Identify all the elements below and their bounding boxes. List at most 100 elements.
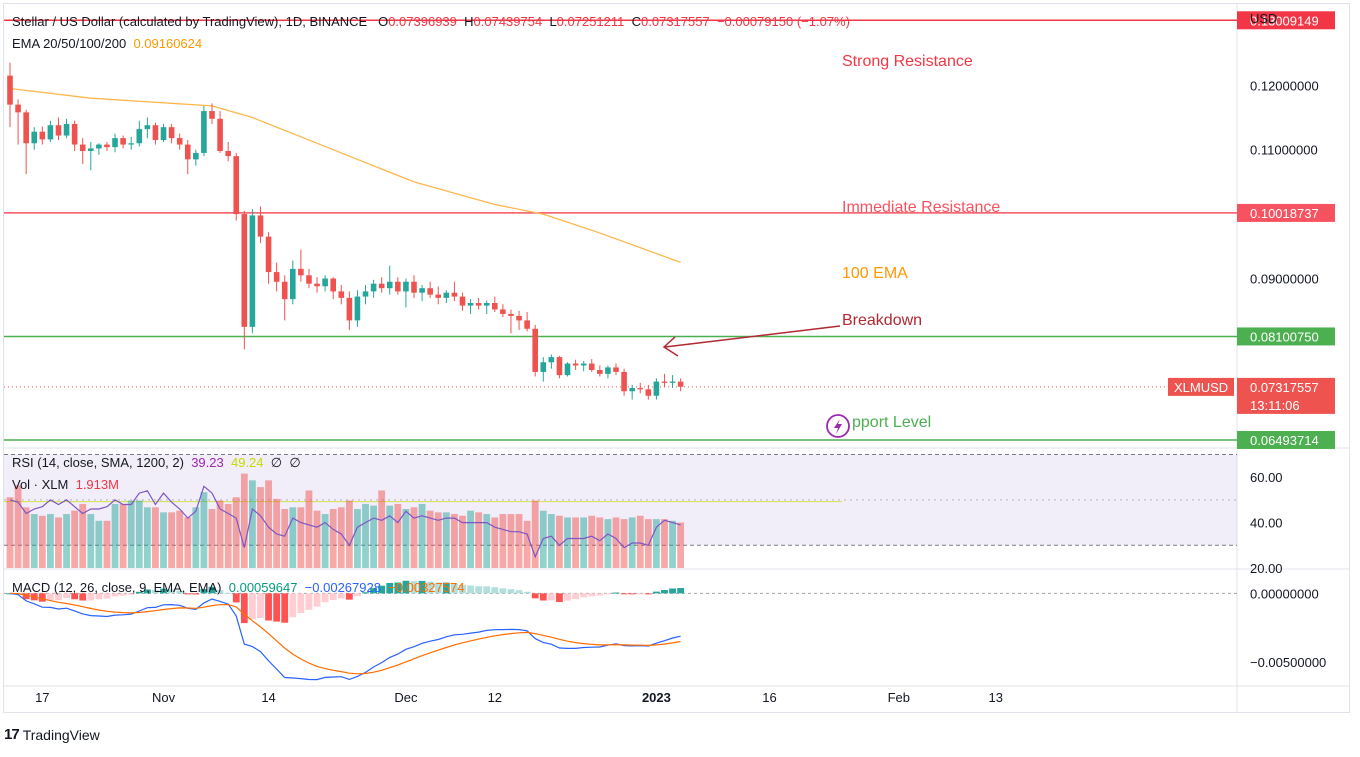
candle-body (370, 283, 377, 292)
candle-body (637, 388, 644, 390)
breakdown-annotation[interactable]: Breakdown (842, 312, 923, 329)
open-label: O (378, 14, 389, 29)
candle-body (265, 236, 272, 273)
support-level-annotation[interactable]: pport Level (852, 414, 932, 431)
macd-histogram-bar (669, 588, 676, 594)
macd-histogram-bar (628, 593, 636, 595)
support-level-line-price-label: 0.06493714 (1250, 433, 1319, 448)
rsi-ma-value: 49.24 (230, 455, 264, 470)
macd-histogram-bar (87, 593, 95, 601)
macd-histogram-bar (402, 580, 410, 594)
candle-body (572, 363, 579, 366)
volume-bar (612, 517, 620, 568)
low-value: 0.07251211 (556, 14, 625, 29)
macd-histogram-bar (38, 593, 46, 602)
volume-bar (337, 507, 345, 568)
macd-histogram-bar (232, 593, 240, 603)
macd-histogram-bar (313, 593, 321, 607)
volume-bar (71, 510, 79, 568)
volume-bar (257, 487, 264, 568)
volume-bar (95, 520, 103, 568)
volume-bar (79, 503, 87, 568)
time-tick-label: Feb (888, 690, 910, 705)
immediate-resistance-annotation[interactable]: Immediate Resistance (842, 199, 1001, 216)
macd-histogram-bar (345, 593, 353, 600)
immediate-resistance-line-price-label: 0.10018737 (1250, 206, 1319, 221)
footer[interactable]: 17 TradingView (4, 726, 100, 743)
volume-bar (644, 519, 652, 568)
volume-bar (362, 503, 369, 568)
volume-bar (580, 517, 588, 568)
volume-bar (313, 510, 321, 568)
rsi-tick-label: 20.00 (1250, 561, 1283, 576)
macd-histogram-bar (370, 588, 377, 594)
rsi-legend[interactable]: RSI (14, close, SMA, 1200, 2) 39.23 49.2… (12, 455, 301, 471)
candle-body (79, 144, 86, 151)
rsi-extra-1: ∅ (270, 455, 283, 470)
rsi-tick-label: 60.00 (1250, 470, 1283, 485)
macd-legend[interactable]: MACD (12, 26, close, 9, EMA, EMA) 0.0005… (12, 580, 464, 595)
macd-tick-label: 0.00000000 (1250, 586, 1319, 601)
volume-bar (386, 505, 394, 568)
volume-bar (38, 515, 46, 568)
time-tick-label: 12 (488, 690, 502, 705)
macd-signal-value: −0.00327574 (388, 580, 465, 595)
currency-label[interactable]: USD (1250, 11, 1278, 26)
volume-bar (394, 503, 402, 568)
strong-resistance-annotation[interactable]: Strong Resistance (842, 53, 973, 70)
candle-body (548, 357, 555, 363)
close-label: C (631, 14, 642, 29)
candle-body (217, 118, 223, 151)
candle-body (273, 272, 280, 282)
candle-body (597, 369, 603, 374)
macd-histogram-bar (491, 587, 499, 594)
chart-frame (3, 3, 1350, 713)
macd-histogram-bar (604, 593, 612, 595)
candle-body (184, 144, 191, 160)
volume-bar (442, 512, 450, 568)
volume-bar (184, 517, 192, 568)
candle-body (605, 367, 611, 374)
candle-body (112, 138, 118, 148)
macd-histogram-bar (71, 593, 79, 600)
candle-body (435, 294, 442, 298)
macd-line (9, 592, 681, 681)
macd-histogram-bar (208, 586, 216, 594)
ema-100-annotation[interactable]: 100 EMA (842, 265, 908, 282)
volume-bar (475, 512, 483, 568)
candle-body (120, 138, 126, 145)
volume-legend[interactable]: Vol · XLM 1.913M (12, 477, 119, 492)
macd-label: MACD (12, 26, close, 9, EMA, EMA) (12, 580, 222, 595)
candle-body (403, 281, 409, 292)
candle-body (39, 131, 46, 140)
macd-histogram-bar (418, 580, 426, 594)
volume-bar (402, 509, 410, 568)
volume-bar (661, 519, 668, 568)
candle-body (475, 303, 482, 306)
volume-bar (208, 509, 216, 568)
volume-bar (556, 515, 563, 568)
symbol-legend[interactable]: Stellar / US Dollar (calculated by Tradi… (12, 14, 850, 29)
macd-histogram-bar (329, 593, 337, 601)
symbol-title: Stellar / US Dollar (calculated by Tradi… (12, 14, 368, 29)
candle-body (7, 75, 13, 105)
candle-body (290, 268, 296, 300)
candle-body (15, 104, 21, 113)
ema-legend[interactable]: EMA 20/50/100/200 0.09160624 (12, 36, 202, 51)
candle-body (613, 367, 619, 372)
macd-histogram-bar (111, 593, 119, 597)
candle-body (346, 297, 353, 321)
volume-bar (152, 507, 159, 568)
last-price-tag (1237, 377, 1335, 414)
volume-bar (30, 514, 38, 568)
time-tick-label: 13 (989, 690, 1003, 705)
time-tick-label: 17 (35, 690, 49, 705)
macd-histogram-bar (297, 593, 305, 613)
macd-histogram-bar (442, 582, 450, 594)
candle-body (508, 313, 514, 316)
countdown-label: 13:11:06 (1250, 398, 1300, 413)
candle-body (330, 278, 336, 292)
volume-bar (192, 507, 200, 568)
candle-body (467, 303, 474, 306)
